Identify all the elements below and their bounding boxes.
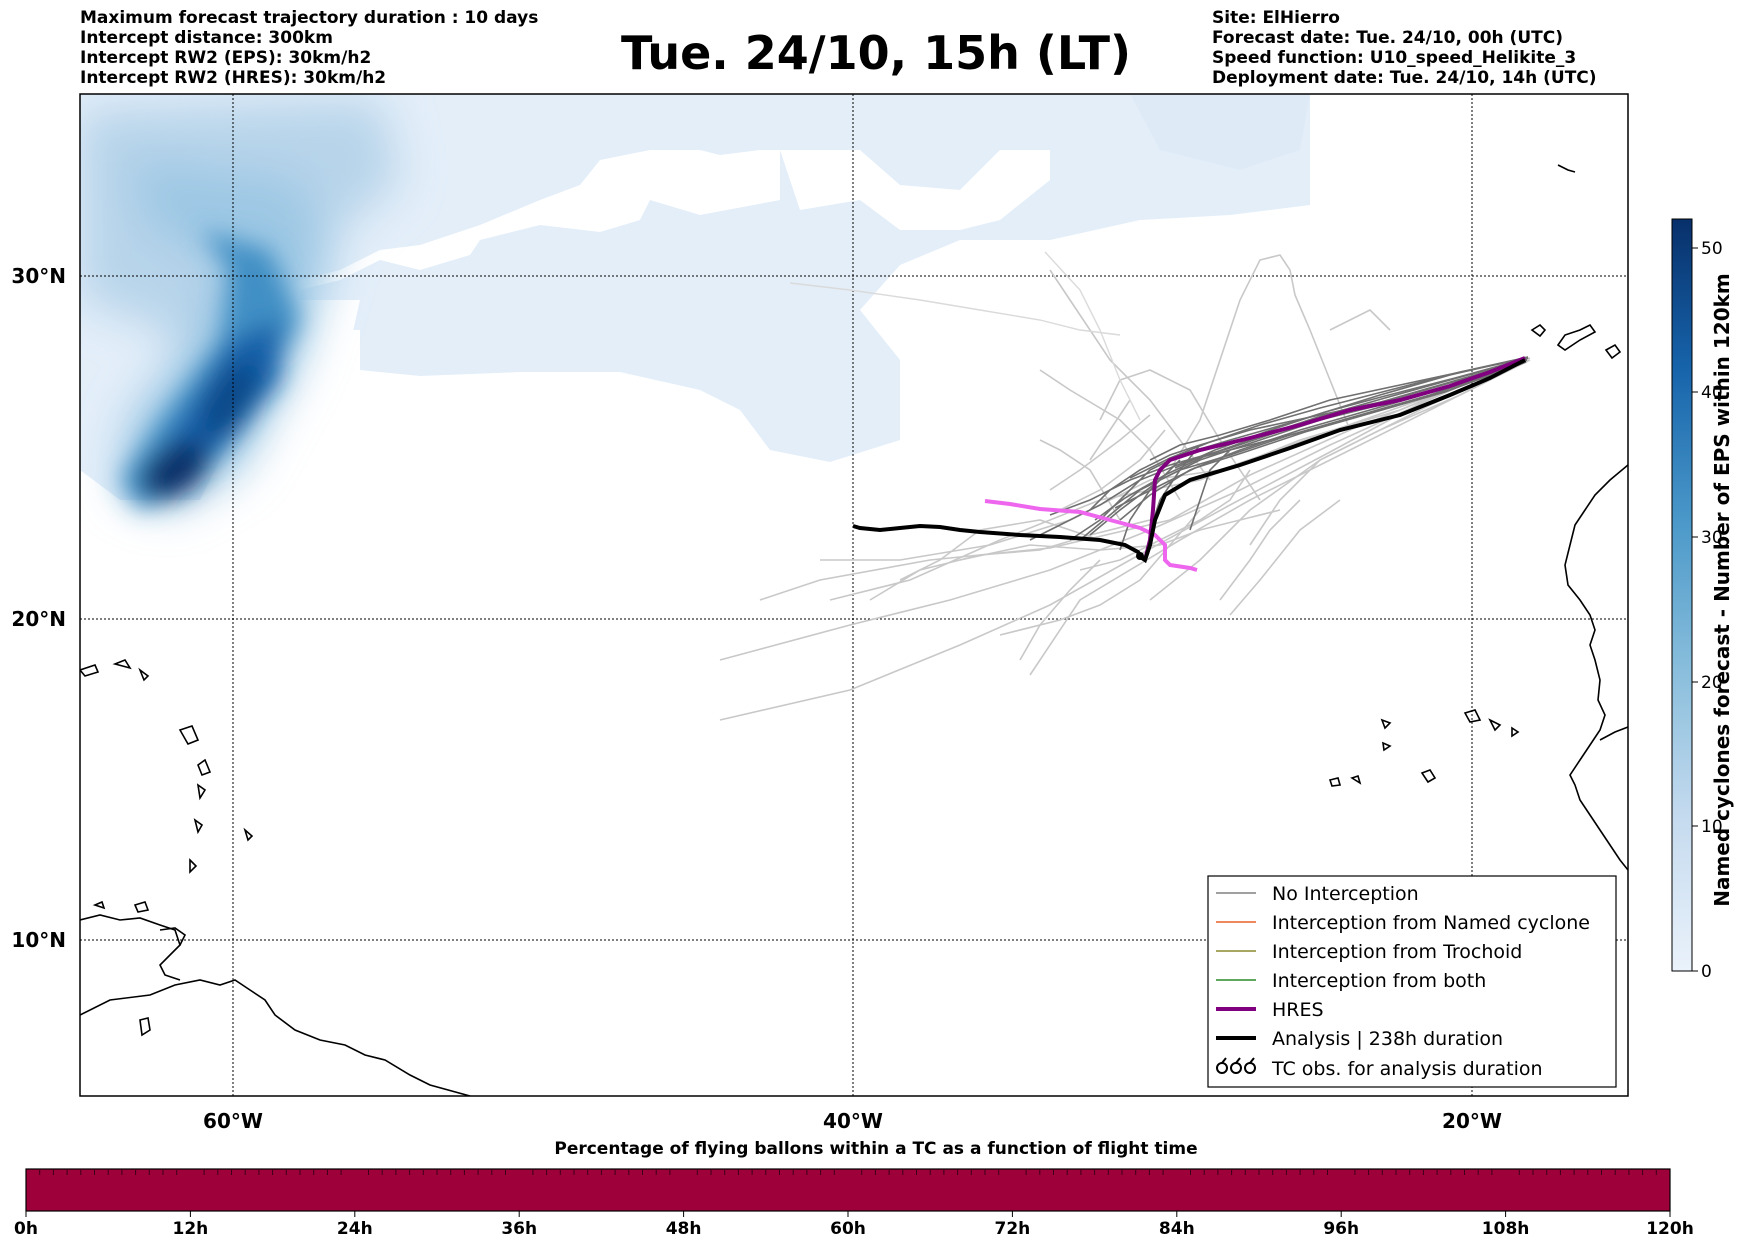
legend: No Interception Interception from Named … (1207, 875, 1617, 1088)
cyclone-density-field (80, 94, 1310, 510)
bar-tick-label: 36h (501, 1219, 537, 1239)
bar-tick-label: 84h (1159, 1219, 1195, 1239)
ensemble-trajectories-dark (1029, 356, 1529, 551)
bar-tick-label: 108h (1482, 1219, 1530, 1239)
bar-tick-label: 72h (995, 1219, 1031, 1239)
colorbar-tick-0: 0 (1701, 962, 1712, 982)
header-left-info: Maximum forecast trajectory duration : 1… (80, 8, 538, 88)
ensemble-trajectories-faint (789, 251, 1141, 421)
lat-label-20n: 20°N (11, 607, 66, 631)
lon-label-20w: 20°W (1442, 1109, 1502, 1133)
map-area (80, 94, 1628, 1096)
bar-tick-label: 0h (14, 1219, 38, 1239)
site-text: Site: ElHierro (1212, 8, 1340, 28)
flight-time-bar: 0h 12h 24h 36h 48h 60h 72h 84h 96h 108h 120h (14, 1168, 1694, 1239)
bar-tick-label: 60h (830, 1219, 866, 1239)
legend-label-no-interception: No Interception (1272, 883, 1419, 905)
coastlines (80, 164, 1628, 1096)
forecast-date-text: Forecast date: Tue. 24/10, 00h (UTC) (1212, 28, 1563, 48)
colorbar-tick-50: 50 (1701, 239, 1723, 259)
tc-symbol-icon (1216, 1057, 1256, 1074)
lat-label-30n: 30°N (11, 264, 66, 288)
deployment-date-text: Deployment date: Tue. 24/10, 14h (UTC) (1212, 68, 1597, 88)
bar-tick-label: 24h (337, 1219, 373, 1239)
legend-label-tc-obs: TC obs. for analysis duration (1271, 1058, 1543, 1080)
page-title: Tue. 24/10, 15h (LT) (621, 26, 1131, 80)
legend-label-hres: HRES (1272, 999, 1324, 1021)
hres-trajectory (1143, 356, 1526, 561)
intercept-eps-text: Intercept RW2 (EPS): 30km/h2 (80, 48, 372, 68)
colorbar: 0 10 20 30 40 50 (1671, 218, 1723, 982)
axis-labels: 60°W 40°W 20°W 30°N 20°N 10°N (11, 264, 1502, 1133)
bar-tick-label: 12h (173, 1219, 209, 1239)
intercept-distance-text: Intercept distance: 300km (80, 28, 333, 48)
bar-tick-label: 96h (1323, 1219, 1359, 1239)
speed-function-text: Speed function: U10_speed_Helikite_3 (1212, 48, 1577, 68)
flight-time-bar-title: Percentage of flying ballons within a TC… (554, 1139, 1198, 1159)
analysis-end-point (1136, 552, 1144, 560)
legend-label-analysis: Analysis | 238h duration (1272, 1028, 1503, 1050)
bar-tick-label: 120h (1646, 1219, 1694, 1239)
header-right-info: Site: ElHierro Forecast date: Tue. 24/10… (1212, 8, 1597, 88)
intercept-hres-text: Intercept RW2 (HRES): 30km/h2 (80, 68, 387, 88)
colorbar-gradient (1671, 218, 1693, 972)
hres-alt-trajectory (984, 499, 1198, 572)
colorbar-tick-30: 30 (1701, 528, 1723, 548)
flight-time-bar-fill (25, 1168, 1671, 1212)
colorbar-tick-40: 40 (1701, 383, 1723, 403)
lon-label-60w: 60°W (203, 1109, 263, 1133)
legend-label-named-cyclone: Interception from Named cyclone (1272, 912, 1590, 934)
lat-label-10n: 10°N (11, 928, 66, 952)
legend-label-trochoid: Interception from Trochoid (1272, 941, 1522, 963)
max-duration-text: Maximum forecast trajectory duration : 1… (80, 8, 539, 28)
lon-label-40w: 40°W (823, 1109, 883, 1133)
colorbar-title: Named cyclones forecast - Number of EPS … (1710, 273, 1734, 907)
colorbar-tick-20: 20 (1701, 673, 1723, 693)
map-frame (79, 93, 1629, 1097)
bar-tick-label: 48h (666, 1219, 702, 1239)
legend-label-both: Interception from both (1272, 970, 1486, 992)
colorbar-tick-10: 10 (1701, 817, 1723, 837)
